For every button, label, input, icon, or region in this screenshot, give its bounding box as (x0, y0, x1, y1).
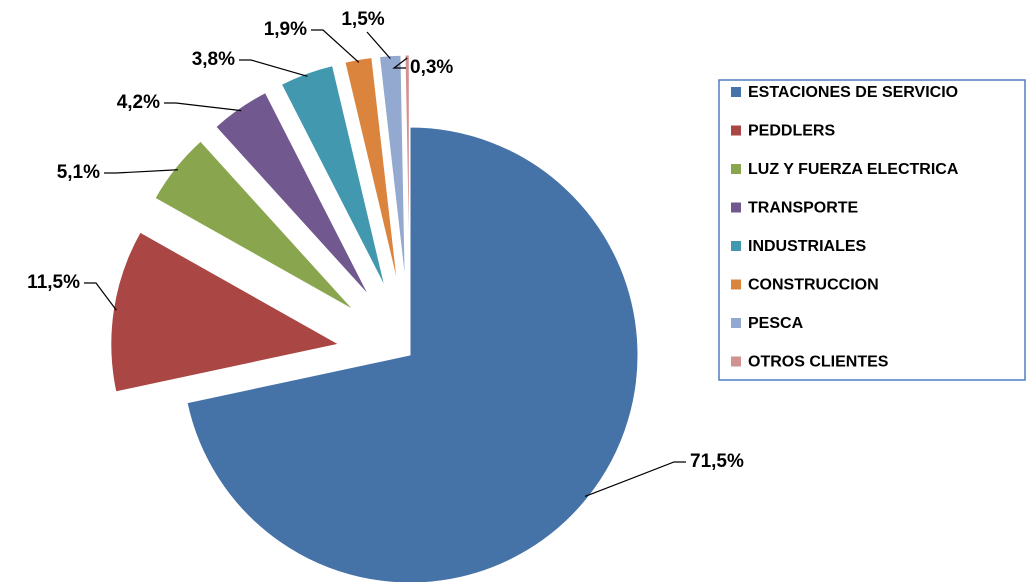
data-label: 71,5% (690, 451, 744, 472)
legend-box (718, 79, 1026, 381)
legend-label: INDUSTRIALES (748, 238, 867, 255)
leader-line (164, 102, 242, 112)
pie-slice (110, 231, 341, 393)
data-label: 1,9% (264, 19, 307, 40)
pie-slice (215, 92, 370, 297)
legend-label: PESCA (748, 315, 804, 332)
legend-swatch (731, 356, 741, 367)
legend-label: CONSTRUCCION (748, 277, 879, 294)
leader-line (84, 282, 117, 311)
pie-slice (344, 56, 399, 285)
data-label: 3,8% (192, 49, 235, 70)
leader-line (392, 57, 408, 69)
data-label: 11,5% (27, 272, 80, 293)
legend-swatch (731, 279, 741, 290)
legend-label: PEDDLERS (748, 123, 835, 140)
data-label: 4,2% (117, 92, 160, 113)
legend-label: TRANSPORTE (748, 200, 859, 217)
leader-line (366, 31, 391, 60)
legend-label: LUZ Y FUERZA ELECTRICA (748, 161, 959, 178)
pie-slice (154, 140, 355, 311)
leader-line (311, 29, 360, 63)
data-label: 5,1% (57, 162, 100, 183)
legend-swatch (731, 318, 741, 328)
leader-line (239, 59, 308, 77)
legend-swatch (731, 202, 741, 213)
legend-swatch (731, 87, 741, 97)
legend-swatch (731, 164, 741, 174)
pie-slice (404, 54, 410, 284)
legend-swatch (731, 241, 741, 251)
pie-slice (378, 54, 406, 284)
data-label: 0,3% (410, 57, 453, 78)
pie-slice (186, 126, 639, 584)
pie-slice (280, 64, 386, 288)
legend-label: OTROS CLIENTES (748, 354, 889, 371)
leader-line (104, 169, 178, 174)
legend-swatch (731, 125, 741, 136)
data-label: 1,5% (341, 9, 384, 30)
leader-line (584, 461, 686, 498)
legend-label: ESTACIONES DE SERVICIO (748, 84, 958, 101)
